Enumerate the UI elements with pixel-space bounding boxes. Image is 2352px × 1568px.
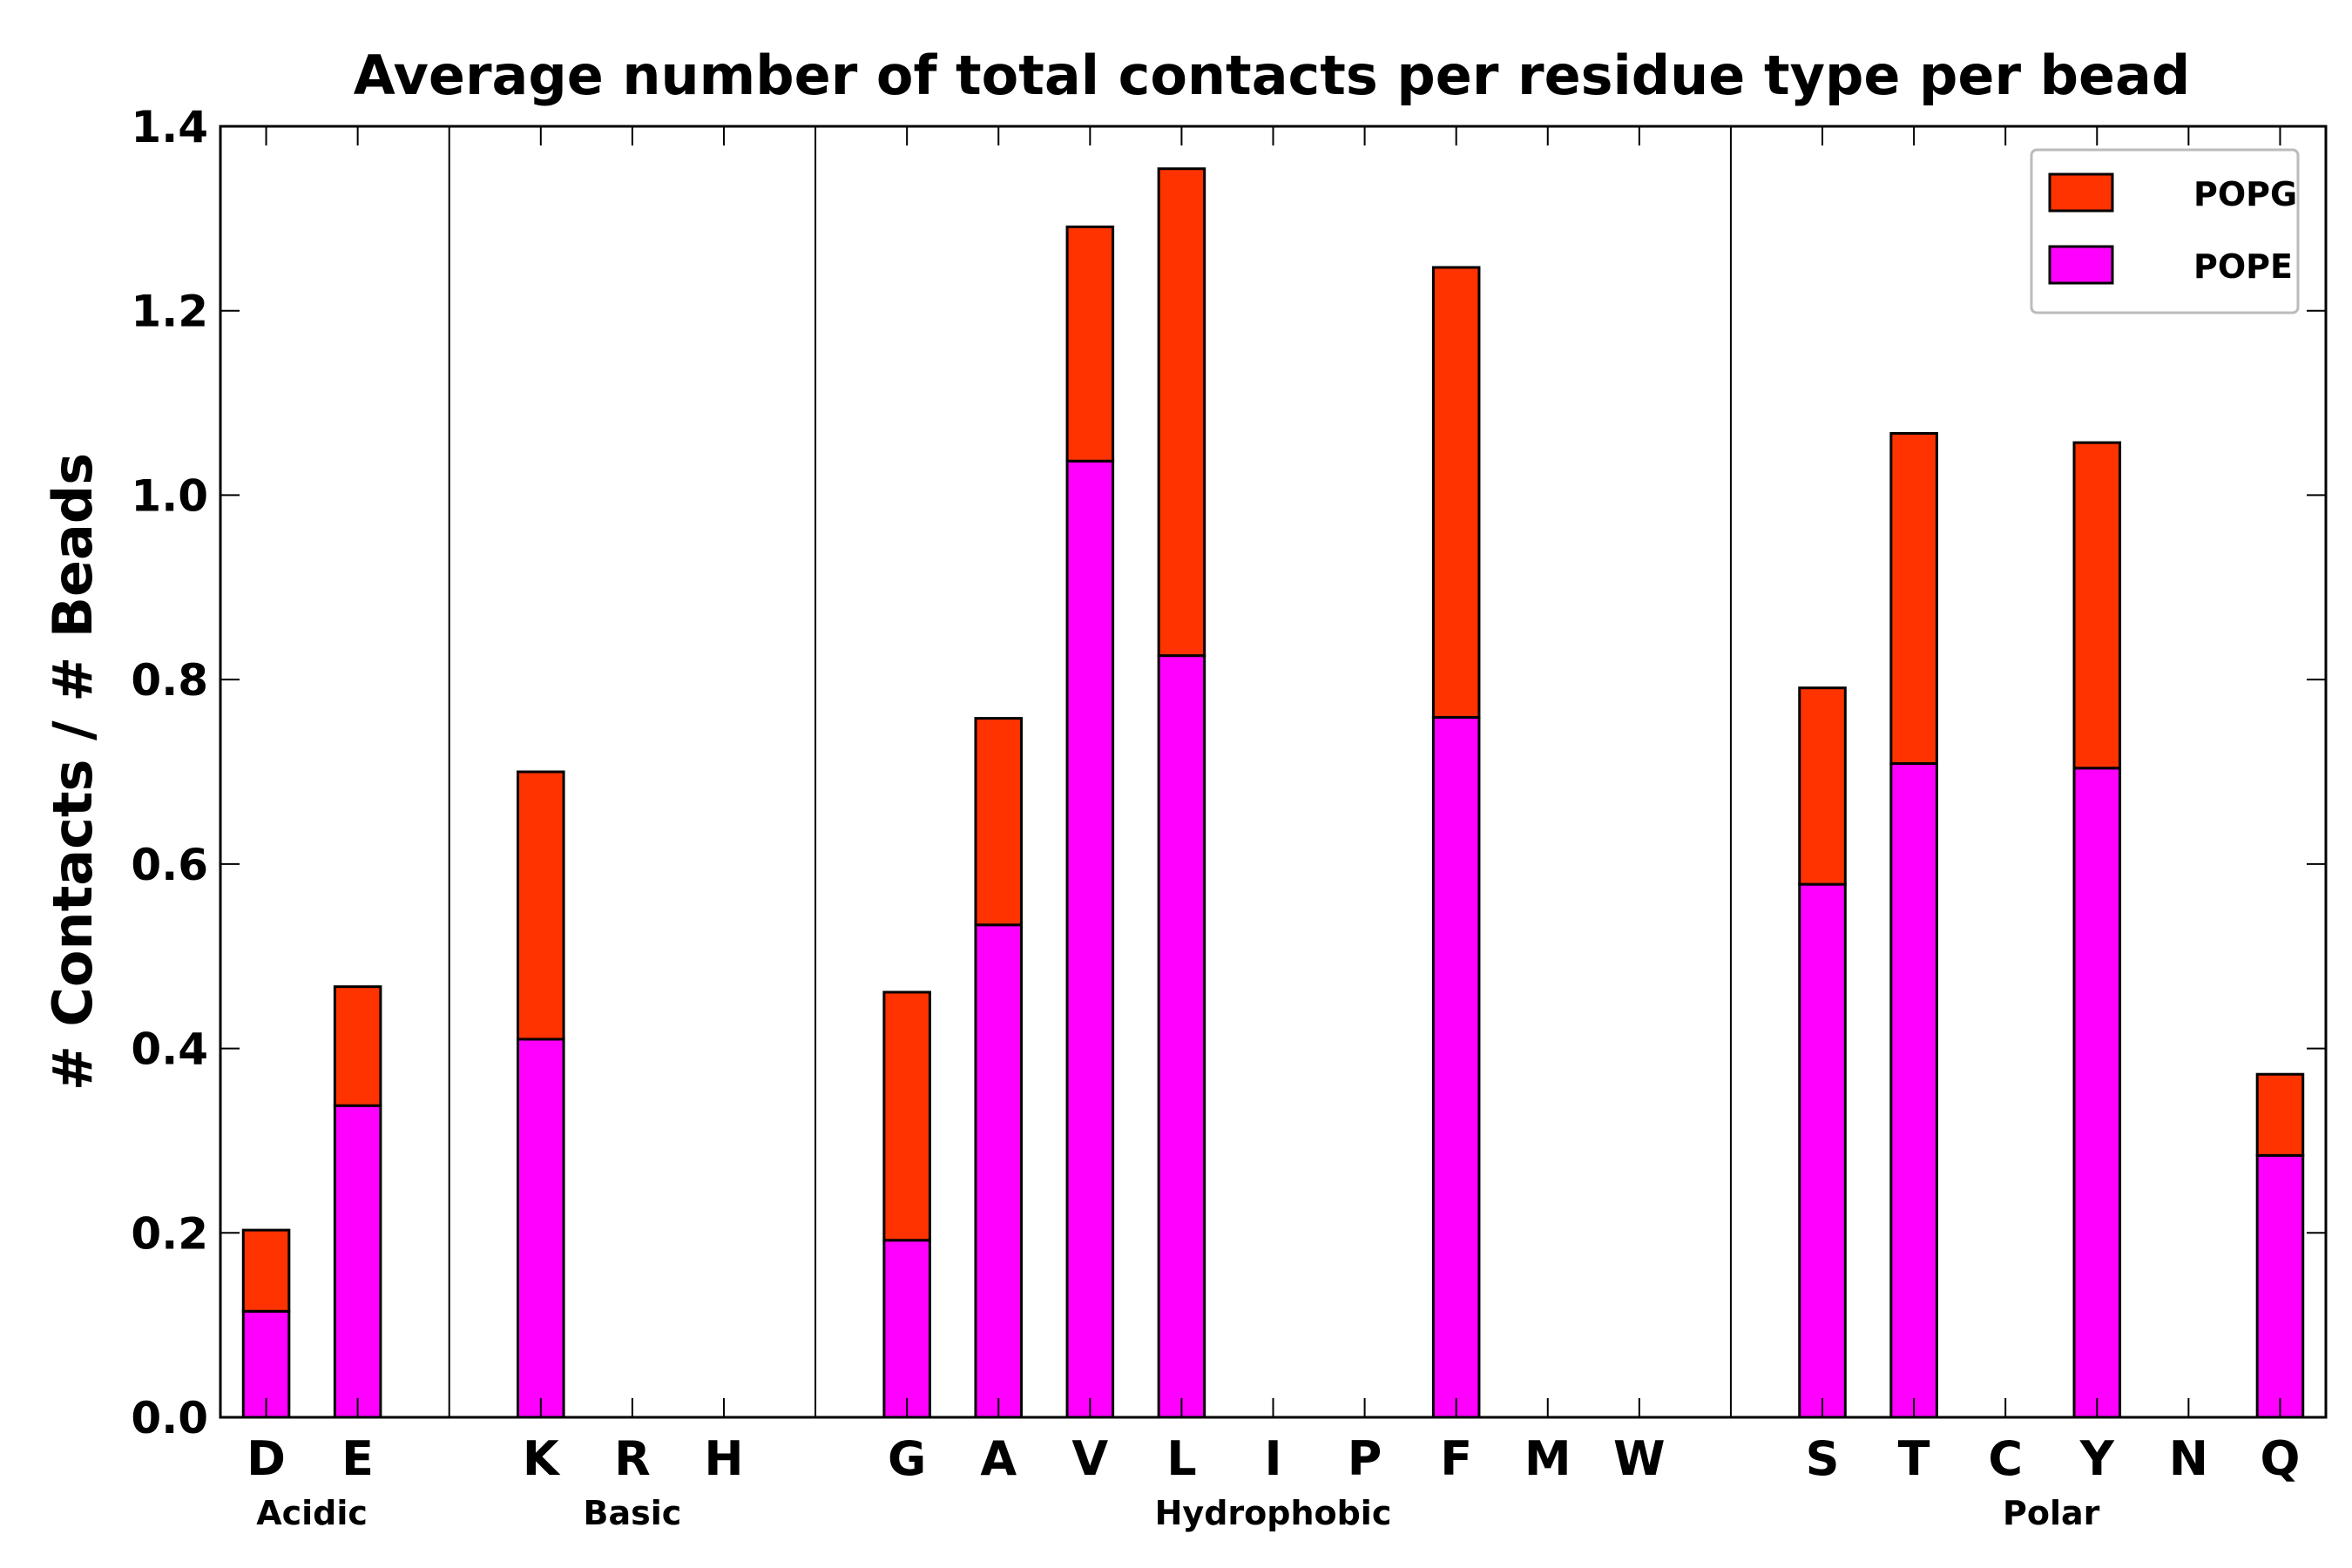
x-tick-label-l: L (1166, 1431, 1196, 1486)
x-tick-label-m: M (1524, 1431, 1571, 1486)
x-tick-label-h: H (704, 1431, 743, 1486)
x-tick-label-f: F (1440, 1431, 1472, 1486)
group-label-hydrophobic: Hydrophobic (1155, 1494, 1392, 1532)
bar-v-pope (1065, 459, 1115, 1419)
y-tick-label: 0.6 (131, 840, 208, 890)
bar-l-popg (1157, 167, 1206, 658)
legend-label-popg: POPG (2193, 175, 2297, 213)
bar-q-popg (2255, 1072, 2305, 1157)
x-tick-label-g: G (888, 1431, 926, 1486)
x-tick-label-c: C (1988, 1431, 2023, 1486)
x-tick-label-v: V (1071, 1431, 1108, 1486)
x-tick-label-n: N (2169, 1431, 2208, 1486)
bar-t-popg (1889, 432, 1938, 765)
bar-k-popg (517, 770, 565, 1041)
bar-g-popg (882, 990, 931, 1242)
x-tick-label-y: Y (2079, 1431, 2115, 1486)
y-tick-label: 0.8 (131, 655, 208, 706)
bar-e-pope (333, 1104, 382, 1419)
x-tick-label-a: A (980, 1431, 1017, 1486)
group-separators (448, 126, 1732, 1417)
y-tick-label: 0.4 (131, 1024, 208, 1075)
x-tick-label-k: K (523, 1431, 561, 1486)
bar-y-pope (2072, 767, 2122, 1419)
x-tick-label-p: P (1348, 1431, 1382, 1486)
x-tick-label-s: S (1806, 1431, 1840, 1486)
group-label-basic: Basic (584, 1494, 682, 1532)
bar-e-popg (333, 985, 382, 1107)
bar-a-pope (974, 923, 1024, 1419)
bar-a-popg (974, 717, 1024, 927)
y-tick-label: 1.2 (131, 287, 208, 337)
y-tick-label: 1.4 (131, 102, 208, 152)
group-labels: Acidic Basic Hydrophobic Polar (256, 1494, 2099, 1532)
x-tick-label-i: I (1264, 1431, 1281, 1486)
y-tick-label: 0.2 (131, 1208, 208, 1259)
bar-l-pope (1157, 654, 1206, 1419)
y-tick-label: 0.0 (131, 1393, 208, 1443)
x-tick-label-r: R (614, 1431, 651, 1486)
bar-f-pope (1431, 716, 1481, 1419)
group-label-polar: Polar (2003, 1494, 2100, 1532)
bar-g-pope (882, 1239, 931, 1419)
bar-k-pope (517, 1037, 565, 1419)
bar-s-popg (1798, 686, 1847, 886)
legend: POPG POPE (2030, 148, 2300, 314)
legend-swatch-pope (2048, 245, 2114, 285)
x-tick-label-e: E (341, 1431, 374, 1486)
y-tick-label: 1.0 (131, 470, 208, 521)
y-ticks: 0.0 0.2 0.4 0.6 0.8 1.0 1.2 1.4 (131, 102, 2326, 1443)
bar-y-popg (2072, 441, 2122, 770)
bar-v-popg (1065, 225, 1115, 463)
bar-f-popg (1431, 266, 1481, 720)
x-tick-label-d: D (247, 1431, 286, 1486)
y-axis-label: # Contacts / # Beads (41, 453, 105, 1091)
x-tick-label-t: T (1898, 1431, 1930, 1486)
legend-label-pope: POPE (2193, 247, 2293, 286)
bar-d-popg (241, 1228, 291, 1313)
bar-t-pope (1889, 761, 1938, 1419)
x-tick-label-w: W (1613, 1431, 1666, 1486)
bar-s-pope (1798, 882, 1847, 1419)
x-tick-label-q: Q (2261, 1431, 2301, 1486)
group-label-acidic: Acidic (256, 1494, 368, 1532)
bars-layer (241, 167, 2305, 1419)
chart-title: Average number of total contacts per res… (354, 44, 2191, 107)
bar-q-pope (2255, 1153, 2305, 1419)
legend-swatch-popg (2048, 172, 2114, 213)
